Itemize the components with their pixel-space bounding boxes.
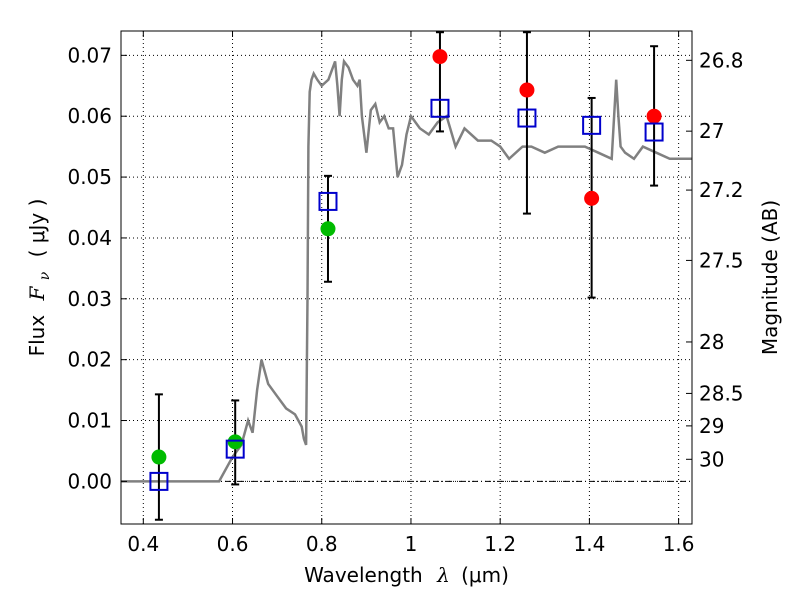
red-circle-marker bbox=[646, 108, 662, 124]
y-tick-label: 0.03 bbox=[67, 287, 112, 311]
blue-open-square-marker bbox=[149, 471, 169, 491]
model-spectrum-line bbox=[121, 58, 692, 483]
x-tick-labels: 0.4 0.6 0.8 1 1.2 1.4 1.6 bbox=[127, 532, 694, 556]
y-tick-label: 0.05 bbox=[67, 165, 112, 189]
y2-tick-label: 28.5 bbox=[699, 381, 744, 405]
green-circle-marker bbox=[320, 221, 336, 237]
green-circle-marker bbox=[151, 449, 167, 465]
grid-lines bbox=[121, 31, 692, 524]
y2-axis-label: Magnitude (AB) bbox=[758, 200, 782, 355]
y-tick-label: 0.01 bbox=[67, 409, 112, 433]
y2-tick-label: 27.5 bbox=[699, 248, 744, 272]
x-tick-label: 1.2 bbox=[484, 532, 516, 556]
y-tick-label: 0.07 bbox=[67, 43, 112, 67]
y-tick-labels: 0.00 0.01 0.02 0.03 0.04 0.05 0.06 0.07 bbox=[67, 43, 112, 493]
y2-tick-label: 26.8 bbox=[699, 48, 744, 72]
y-axis-label-prefix: Flux bbox=[25, 315, 49, 357]
red-circle-marker bbox=[432, 49, 448, 65]
blue-open-square-marker bbox=[582, 115, 602, 135]
error-bars bbox=[154, 31, 659, 521]
x-tick-label: 0.8 bbox=[306, 532, 338, 556]
blue-open-square-marker bbox=[517, 108, 537, 128]
y-axis-label: Flux F ν ( μJy ) bbox=[25, 199, 54, 357]
y-tick-label: 0.06 bbox=[67, 104, 112, 128]
green-circle-marker bbox=[227, 434, 243, 450]
axis-ticks bbox=[121, 31, 692, 524]
y-axis-label-subscript: ν bbox=[37, 271, 53, 280]
x-axis-label-symbol: λ bbox=[436, 563, 450, 587]
blue-open-square-marker bbox=[318, 191, 338, 211]
y2-tick-labels: 26.8 27 27.2 27.5 28 28.5 29 30 bbox=[699, 48, 744, 471]
x-tick-label: 1 bbox=[405, 532, 418, 556]
y2-tick-label: 28 bbox=[699, 330, 724, 354]
y2-tick-label: 29 bbox=[699, 414, 724, 438]
x-tick-label: 1.6 bbox=[663, 532, 695, 556]
y2-tick-label: 30 bbox=[699, 447, 724, 471]
blue-open-square-marker bbox=[644, 122, 664, 142]
x-axis-label-prefix: Wavelength bbox=[304, 563, 423, 587]
x-tick-label: 1.4 bbox=[573, 532, 605, 556]
y2-tick-label: 27 bbox=[699, 119, 724, 143]
x-tick-label: 0.6 bbox=[217, 532, 249, 556]
x-axis-label-unit: (μm) bbox=[461, 563, 509, 587]
y2-tick-label: 27.2 bbox=[699, 178, 744, 202]
red-circle-marker bbox=[519, 82, 535, 98]
data-markers bbox=[149, 49, 664, 491]
x-axis-label: Wavelength λ (μm) bbox=[304, 563, 509, 587]
y-axis-label-unit: ( μJy ) bbox=[25, 199, 49, 258]
y-tick-label: 0.02 bbox=[67, 348, 112, 372]
red-circle-marker bbox=[584, 190, 600, 206]
blue-open-square-marker bbox=[430, 98, 450, 118]
y-tick-label: 0.04 bbox=[67, 226, 112, 250]
blue-open-square-marker bbox=[225, 439, 245, 459]
y-tick-label: 0.00 bbox=[67, 469, 112, 493]
y-axis-label-symbol: F bbox=[25, 285, 49, 301]
x-tick-label: 0.4 bbox=[127, 532, 159, 556]
plot-frame bbox=[120, 30, 693, 525]
